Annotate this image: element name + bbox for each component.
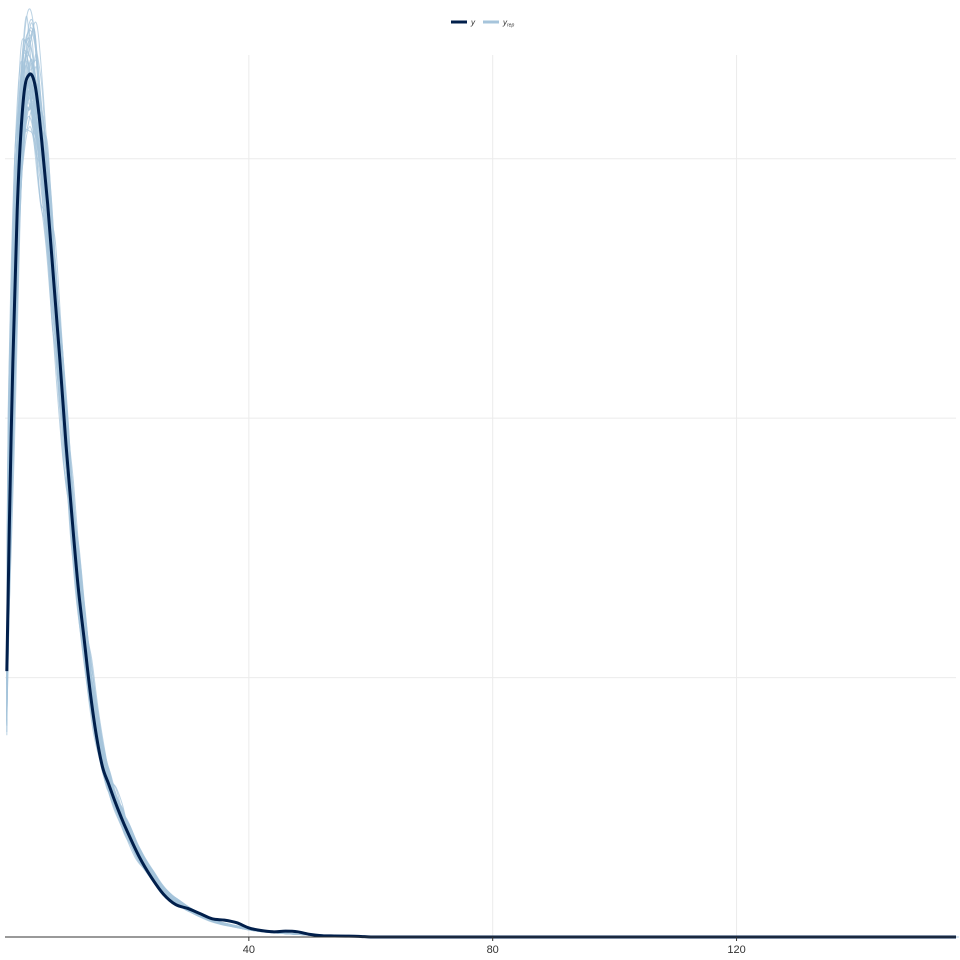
replicate-line xyxy=(6,37,955,938)
replicate-line xyxy=(6,8,955,938)
replicate-line xyxy=(6,58,954,938)
replicate-line xyxy=(6,90,955,938)
replicate-line xyxy=(6,29,956,938)
legend-label-1: yrep xyxy=(502,18,514,29)
replicate-line xyxy=(6,22,958,938)
observed-density-line xyxy=(5,72,956,939)
replicate-line xyxy=(6,74,957,938)
replicate-line xyxy=(6,49,956,938)
replicate-line xyxy=(6,128,956,938)
replicate-line xyxy=(6,81,955,938)
replicate-line xyxy=(6,105,957,938)
replicate-line xyxy=(6,18,956,938)
replicate-line xyxy=(6,89,959,938)
replicate-line xyxy=(6,58,953,938)
replicate-line xyxy=(6,58,954,938)
replicate-line xyxy=(6,81,960,938)
replicate-line xyxy=(6,81,954,938)
replicate-line xyxy=(6,73,955,938)
x-axis: 40 80 120 xyxy=(5,936,956,956)
series-line-y xyxy=(5,72,956,939)
replicate-line xyxy=(6,50,958,938)
replicate-line xyxy=(6,27,955,938)
replicate-line xyxy=(6,45,956,938)
replicate-line xyxy=(6,83,958,938)
replicate-line xyxy=(6,109,953,938)
legend-label-0: y xyxy=(470,18,476,27)
replicate-line xyxy=(6,29,956,938)
replicate-line xyxy=(6,86,956,938)
replicate-line xyxy=(6,126,957,938)
replicate-line xyxy=(6,84,958,938)
x-tick-label: 120 xyxy=(727,944,745,956)
replicate-line xyxy=(6,100,958,938)
replicate-line xyxy=(6,64,953,938)
replicate-line xyxy=(6,115,955,938)
x-tick-label: 40 xyxy=(243,944,255,956)
replicate-line xyxy=(6,27,955,938)
replicate-line xyxy=(6,94,959,938)
replicate-line xyxy=(6,21,958,938)
grid-lines xyxy=(5,55,956,937)
replicate-line xyxy=(6,96,955,938)
x-tick-label: 80 xyxy=(487,944,499,956)
replicate-line xyxy=(6,62,958,938)
replicate-line xyxy=(6,52,957,938)
replicate-line xyxy=(6,15,953,938)
replicate-line xyxy=(6,97,956,938)
replicate-line xyxy=(6,80,956,938)
replicate-line xyxy=(6,55,958,938)
replicate-line xyxy=(6,99,957,938)
replicate-line xyxy=(6,66,957,938)
replicate-line xyxy=(6,34,954,938)
replicate-line xyxy=(6,79,956,938)
replicate-density-lines xyxy=(6,8,960,938)
replicate-line xyxy=(6,59,954,938)
replicate-line xyxy=(6,86,957,938)
replicate-line xyxy=(6,79,957,938)
replicate-line xyxy=(6,85,954,938)
legend: y yrep xyxy=(451,18,514,29)
replicate-line xyxy=(6,60,954,938)
replicate-line xyxy=(6,52,958,938)
